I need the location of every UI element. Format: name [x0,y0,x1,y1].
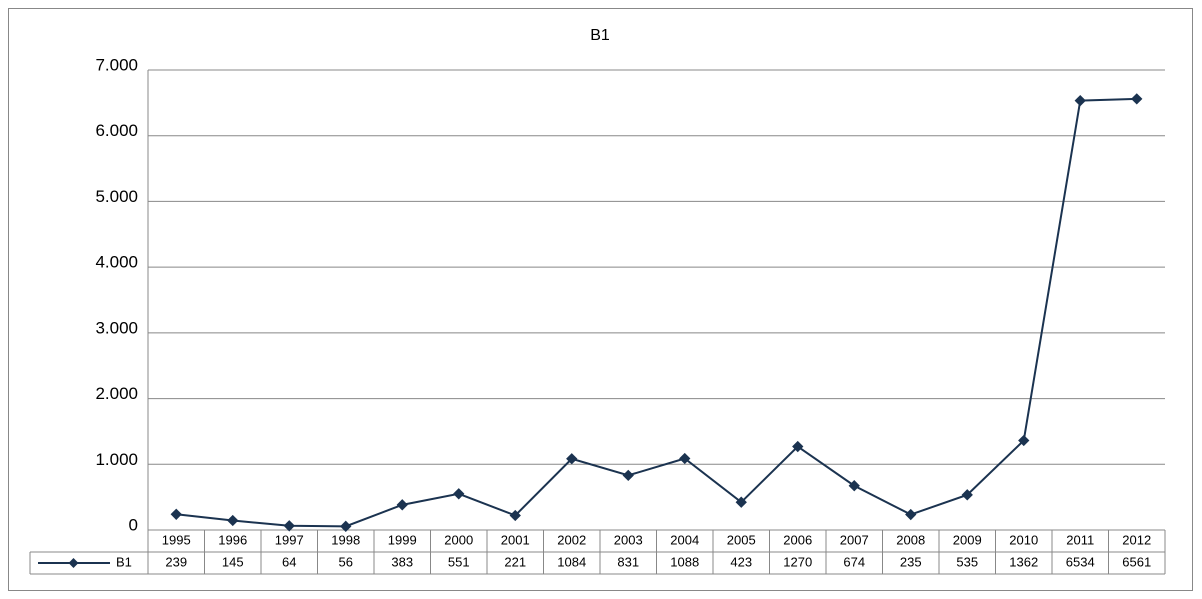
table-value: 674 [843,554,865,569]
table-value: 221 [504,554,526,569]
x-tick-label: 2011 [1066,532,1094,547]
marker [1074,94,1086,107]
marker [283,520,295,532]
x-tick-label: 2008 [896,532,925,547]
marker [396,499,408,511]
x-tick-label: 2002 [557,532,586,547]
table-value: 145 [222,554,244,569]
table-value: 6561 [1122,554,1151,569]
x-tick-label: 1995 [162,532,191,547]
table-value: 235 [900,554,922,569]
marker [679,452,691,465]
marker [905,508,917,521]
marker [227,514,239,527]
table-value: 6534 [1066,554,1095,569]
marker [509,509,521,522]
table-value: 64 [282,554,296,569]
marker [848,480,860,492]
table-value: 1362 [1009,554,1038,569]
x-tick-label: 2000 [444,532,473,547]
y-tick-label: 2.000 [95,384,138,403]
legend-label: B1 [116,554,132,569]
marker [961,489,973,501]
marker [340,520,352,532]
y-tick-label: 1.000 [95,450,138,469]
line [176,97,1137,528]
marker [735,496,747,508]
y-tick-label: 5.000 [95,187,138,206]
x-tick-label: 2006 [783,532,812,547]
chart-title: B1 [590,27,610,44]
x-tick-label: 2003 [614,532,643,547]
table-value: 423 [730,554,752,569]
table-value: 239 [165,554,187,569]
x-tick-label: 1997 [275,532,304,547]
table-value: 551 [448,554,470,569]
chart-border [8,8,1193,591]
x-tick-label: 2012 [1122,532,1151,547]
marker [792,440,804,453]
marker [566,453,578,465]
y-tick-label: 0 [129,515,138,534]
y-tick-label: 4.000 [95,253,138,272]
y-tick-label: 3.000 [95,318,138,337]
x-tick-label: 2005 [727,532,756,547]
marker [1018,434,1030,447]
x-tick-label: 2009 [953,532,982,547]
y-tick-label: 7.000 [95,55,138,74]
x-tick-label: 1998 [331,532,360,547]
x-tick-label: 2001 [501,532,530,547]
table-value: 1084 [557,554,586,569]
x-tick-label: 2004 [670,532,699,547]
y-tick-label: 6.000 [95,121,138,140]
x-tick-label: 1996 [218,532,247,547]
table-value: 56 [339,554,353,569]
table-value: 831 [617,554,639,569]
x-tick-label: 2010 [1009,532,1038,547]
x-tick-label: 2007 [840,532,869,547]
table-value: 1088 [670,554,699,569]
x-tick-label: 1999 [388,532,417,547]
marker [453,488,465,500]
table-value: 535 [956,554,978,569]
marker [1131,93,1143,105]
table-value: 383 [391,554,413,569]
table-value: 1270 [783,554,812,569]
marker [622,469,634,482]
legend-marker [68,558,79,568]
